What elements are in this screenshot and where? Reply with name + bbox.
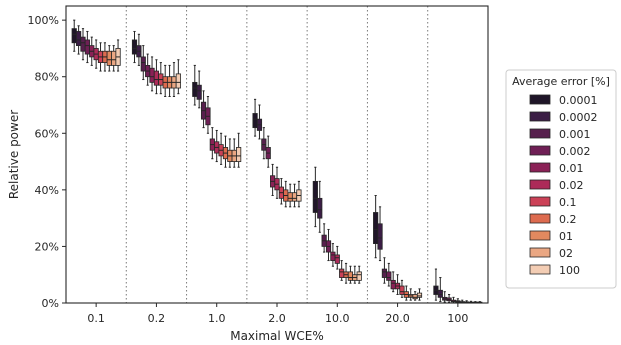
box-group-2.0 — [252, 98, 302, 208]
y-axis-label: Relative power — [7, 110, 21, 199]
box-0.001 — [80, 36, 86, 52]
box-group-10.0 — [312, 166, 362, 284]
x-tick-label: 2.0 — [268, 312, 286, 325]
y-tick-label: 40% — [35, 184, 59, 197]
legend-swatch-02 — [529, 247, 551, 258]
legend-swatch-0.0002 — [529, 111, 551, 122]
legend-swatch-100 — [529, 264, 551, 275]
box-02 — [412, 294, 418, 300]
box-0.0001 — [131, 39, 138, 55]
box-0.02 — [153, 70, 160, 86]
category-separators — [125, 6, 429, 303]
legend-label-0.0002: 0.0002 — [559, 111, 598, 124]
legend-label-0.02: 0.02 — [559, 179, 584, 192]
box-0.0001 — [252, 113, 258, 129]
box-0.001 — [381, 268, 388, 278]
box-0.0001 — [192, 81, 198, 97]
legend-label-01: 01 — [559, 230, 573, 243]
box-0.0001 — [71, 28, 77, 44]
box-100 — [356, 271, 362, 281]
axes: 0% 20% 40% 60% 80% 100% 0.1 0.2 1.0 2.0 10.0 20.0 10… — [28, 5, 489, 325]
legend-label-02: 02 — [559, 247, 573, 260]
legend-swatch-01 — [529, 230, 551, 241]
box-0.0002 — [196, 84, 202, 100]
legend-label-0.0001: 0.0001 — [559, 94, 598, 107]
box-0.01 — [390, 279, 396, 290]
box-group-0.2 — [131, 30, 181, 98]
x-tick-label: 100 — [447, 312, 468, 325]
legend-swatch-0.02 — [529, 179, 551, 190]
box-0.01 — [149, 67, 155, 83]
legend-swatch-0.01 — [529, 162, 551, 173]
legend-label-100: 100 — [559, 264, 580, 277]
box-0.01 — [330, 251, 336, 261]
box-02 — [111, 50, 117, 66]
legend-swatch-0.001 — [529, 128, 551, 139]
legend-swatch-0.2 — [529, 213, 551, 224]
legend-label-0.001: 0.001 — [559, 128, 591, 141]
x-tick-label: 0.2 — [148, 312, 166, 325]
x-tick-label: 1.0 — [208, 312, 226, 325]
plot-frame — [65, 5, 489, 304]
box-0.0002 — [76, 31, 82, 46]
legend-label-0.01: 0.01 — [559, 162, 584, 175]
box-0.0002 — [377, 223, 383, 250]
legend-label-0.002: 0.002 — [559, 145, 591, 158]
legend: Average error [%] 0.0001 0.0002 0.001 0.002… — [505, 69, 617, 289]
box-0.0002 — [437, 289, 443, 298]
x-axis-label: Maximal WCE% — [230, 329, 324, 343]
box-0.002 — [386, 271, 392, 281]
box-100 — [416, 292, 423, 298]
box-02 — [291, 192, 298, 202]
legend-swatch-0.002 — [529, 145, 551, 156]
box-01 — [347, 271, 354, 281]
x-tick-label: 0.1 — [87, 312, 105, 325]
box-100 — [175, 73, 181, 89]
legend-swatch-0.0001 — [529, 94, 551, 105]
box-100 — [236, 147, 242, 162]
x-tick-label: 20.0 — [385, 312, 410, 325]
y-tick-label: 100% — [28, 14, 59, 27]
legend-label-0.1: 0.1 — [559, 196, 577, 209]
box-0.02 — [334, 254, 340, 264]
y-tick-label: 0% — [42, 297, 59, 310]
y-tick-label: 80% — [35, 71, 59, 84]
box-01 — [287, 192, 293, 202]
legend-label-0.2: 0.2 — [559, 213, 577, 226]
box-group-20.0 — [373, 195, 423, 301]
box-group-1.0 — [192, 64, 242, 168]
box-plot-groups — [71, 19, 483, 304]
box-0.1 — [339, 268, 345, 278]
legend-swatch-0.1 — [529, 196, 551, 207]
box-group-0.1 — [71, 19, 121, 72]
box-0.0001 — [312, 180, 318, 213]
box-0.0001 — [373, 212, 379, 245]
y-tick-label: 60% — [35, 127, 59, 140]
box-01 — [106, 50, 112, 66]
box-group-100 — [433, 268, 483, 304]
box-0.1 — [399, 285, 405, 295]
x-tick-label: 10.0 — [325, 312, 350, 325]
box-0.001 — [140, 56, 146, 72]
legend-title: Average error [%] — [512, 75, 610, 88]
y-tick-label: 20% — [35, 240, 59, 253]
box-0.002 — [84, 39, 90, 55]
box-0.0002 — [317, 197, 323, 219]
